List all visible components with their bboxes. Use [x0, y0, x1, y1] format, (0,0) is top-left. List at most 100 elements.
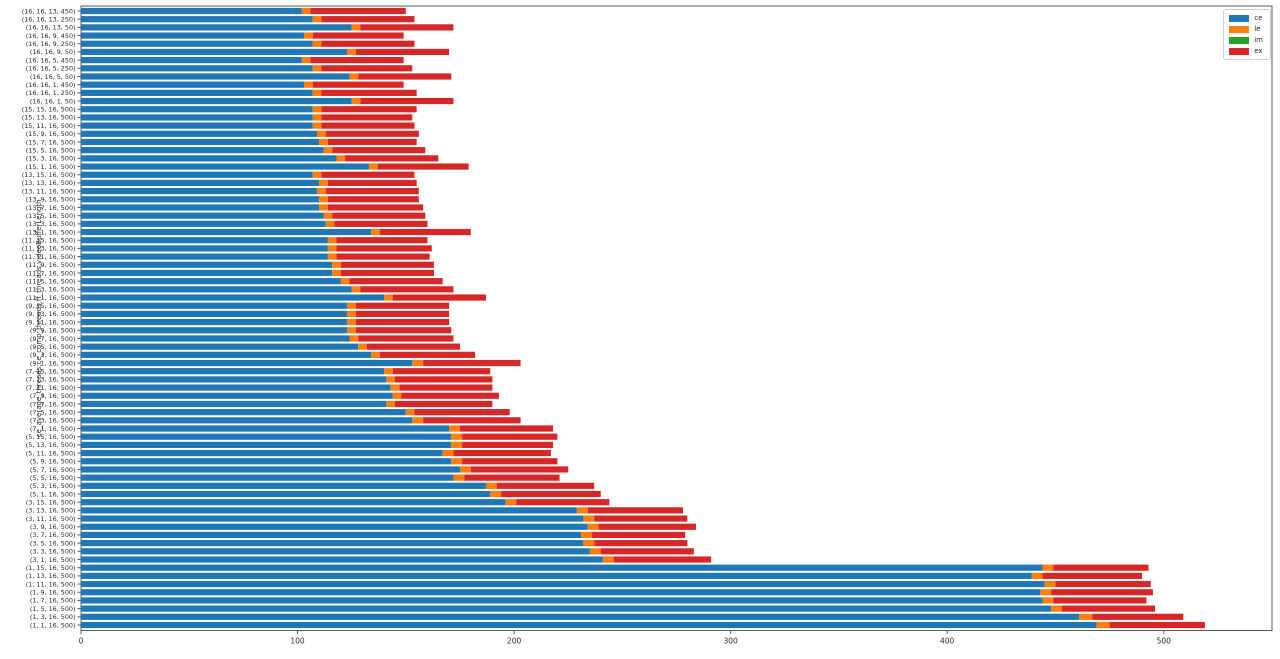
y-tick-label: (16, 16, 5, 50) — [30, 73, 76, 81]
bar-segment-ce — [81, 40, 313, 47]
y-tick-label: (7, 15, 16, 500) — [26, 368, 76, 376]
bar-segment-ce — [81, 589, 1041, 596]
bar-segment-ce — [81, 310, 348, 318]
bar-segment-ce — [81, 499, 506, 506]
bar-segment-ex — [332, 147, 426, 154]
y-tick-label: (15, 11, 16, 500) — [22, 122, 76, 130]
bar-segment-ce — [81, 278, 341, 285]
bar-segment-ce — [81, 548, 590, 555]
bar-segment-ex — [312, 81, 404, 88]
bar-segment-ex — [327, 179, 417, 187]
bar-segment-ex — [1092, 613, 1184, 620]
bar-segment-ce — [81, 237, 328, 244]
bar-segment-le — [312, 89, 322, 96]
bar-segment-ce — [81, 384, 391, 391]
y-tick-label: (15, 7, 16, 500) — [26, 138, 76, 146]
bar-segment-ce — [81, 106, 313, 113]
y-tick-label: (11, 13, 16, 500) — [22, 245, 76, 253]
bar-segment-le — [340, 278, 350, 285]
legend-swatch-im — [1229, 36, 1250, 44]
bar-segment-ce — [81, 417, 413, 424]
bar-segment-ex — [349, 278, 443, 285]
x-tick-label: 0 — [79, 637, 84, 646]
bar-segment-ce — [81, 507, 577, 514]
bar-segment-ce — [81, 24, 352, 31]
y-tick-label: (3, 7, 16, 500) — [30, 531, 76, 539]
bar-segment-ce — [81, 597, 1043, 604]
bar-segment-ex — [392, 368, 491, 375]
y-tick-label: (15, 3, 16, 500) — [26, 155, 76, 163]
bar-segment-le — [312, 171, 322, 178]
bar-segment-ce — [81, 482, 486, 489]
bar-segment-ex — [325, 188, 419, 195]
y-tick-label: (1, 13, 16, 500) — [26, 572, 76, 580]
bar-segment-ce — [81, 57, 302, 64]
bar-segment-le — [312, 114, 322, 121]
bar-segment-ex — [345, 155, 439, 162]
bar-segment-le — [405, 409, 415, 416]
y-tick-label: (1, 5, 16, 500) — [30, 605, 76, 613]
bar-segment-ce — [81, 466, 460, 473]
bar-segment-ce — [81, 196, 320, 203]
bar-segment-ex — [360, 97, 454, 105]
bar-segment-le — [327, 237, 337, 244]
bar-segment-ex — [360, 24, 454, 31]
y-tick-label: (3, 9, 16, 500) — [30, 523, 76, 531]
bar-segment-le — [1042, 564, 1054, 571]
y-tick-label: (13, 15, 16, 500) — [22, 171, 76, 179]
bar-segment-le — [1042, 597, 1054, 604]
bar-segment-ce — [81, 490, 491, 498]
y-tick-label: (9, 11, 16, 500) — [26, 318, 76, 326]
bar-segment-ex — [312, 32, 404, 39]
y-tick-label: (13, 9, 16, 500) — [26, 196, 76, 204]
bar-segment-ex — [321, 89, 417, 96]
y-tick-label: (1, 3, 16, 500) — [30, 613, 76, 621]
bar-segment-le — [347, 302, 357, 309]
bar-segment-le — [319, 204, 328, 211]
y-tick-label: (7, 7, 16, 500) — [30, 400, 76, 408]
bar-segment-ce — [81, 261, 333, 268]
bar-segment-ex — [358, 335, 454, 342]
legend-label-im: im — [1254, 36, 1263, 44]
y-tick-label: (9, 15, 16, 500) — [26, 302, 76, 310]
bar-segment-ce — [81, 613, 1080, 620]
bar-segment-ce — [81, 515, 584, 522]
bar-segment-le — [576, 507, 588, 514]
x-tick-label: 400 — [940, 637, 955, 646]
bar-segment-ex — [1051, 589, 1153, 596]
bar-segment-ex — [356, 310, 450, 318]
y-tick-label: (7, 9, 16, 500) — [30, 392, 76, 400]
bar-segment-ce — [81, 228, 372, 236]
bar-segment-ce — [81, 73, 350, 80]
bar-segment-ce — [81, 392, 393, 399]
plot-border — [80, 5, 1273, 631]
y-tick-label: (1, 7, 16, 500) — [30, 597, 76, 605]
bar-segment-le — [312, 16, 322, 23]
bar-segment-ce — [81, 523, 588, 530]
y-tick-label: (1, 11, 16, 500) — [26, 580, 76, 588]
bar-segment-le — [325, 220, 335, 227]
bar-segment-le — [490, 490, 502, 498]
bar-segment-ex — [321, 171, 415, 178]
x-tick-label: 300 — [723, 637, 738, 646]
x-tick-label: 200 — [507, 637, 522, 646]
bar-segment-le — [336, 155, 346, 162]
y-tick-label: (15, 1, 16, 500) — [26, 163, 76, 171]
bar-segment-le — [581, 531, 593, 539]
bar-segment-ce — [81, 580, 1045, 588]
y-tick-label: (5, 5, 16, 500) — [30, 474, 76, 482]
legend-swatch-ex — [1229, 47, 1250, 55]
bar-segment-ex — [1053, 564, 1149, 571]
bar-segment-ce — [81, 253, 328, 260]
bar-segment-ex — [334, 220, 428, 227]
bar-segment-ce — [81, 351, 372, 358]
bar-segment-ex — [356, 318, 450, 326]
y-tick-label: (3, 11, 16, 500) — [26, 515, 76, 523]
bar-segment-ce — [81, 458, 452, 465]
bar-segment-le — [319, 196, 328, 203]
bar-segment-le — [1040, 589, 1052, 596]
bar-segment-le — [304, 32, 313, 39]
y-tick-label: (11, 1, 16, 500) — [26, 294, 76, 302]
bar-segment-le — [442, 449, 454, 457]
bar-segment-le — [347, 318, 357, 326]
